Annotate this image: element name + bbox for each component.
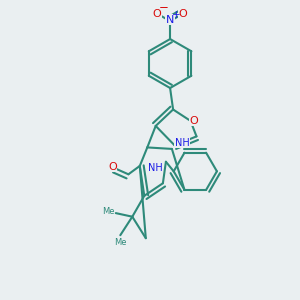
Text: N: N: [166, 15, 174, 25]
Text: O: O: [153, 9, 162, 19]
Text: Me: Me: [114, 238, 127, 247]
Text: O: O: [178, 9, 188, 19]
Text: O: O: [108, 162, 117, 172]
Text: Me: Me: [102, 207, 114, 216]
Text: O: O: [190, 116, 199, 126]
Text: +: +: [172, 10, 180, 20]
Text: −: −: [158, 2, 168, 14]
Text: NH: NH: [175, 138, 190, 148]
Text: NH: NH: [148, 163, 163, 173]
